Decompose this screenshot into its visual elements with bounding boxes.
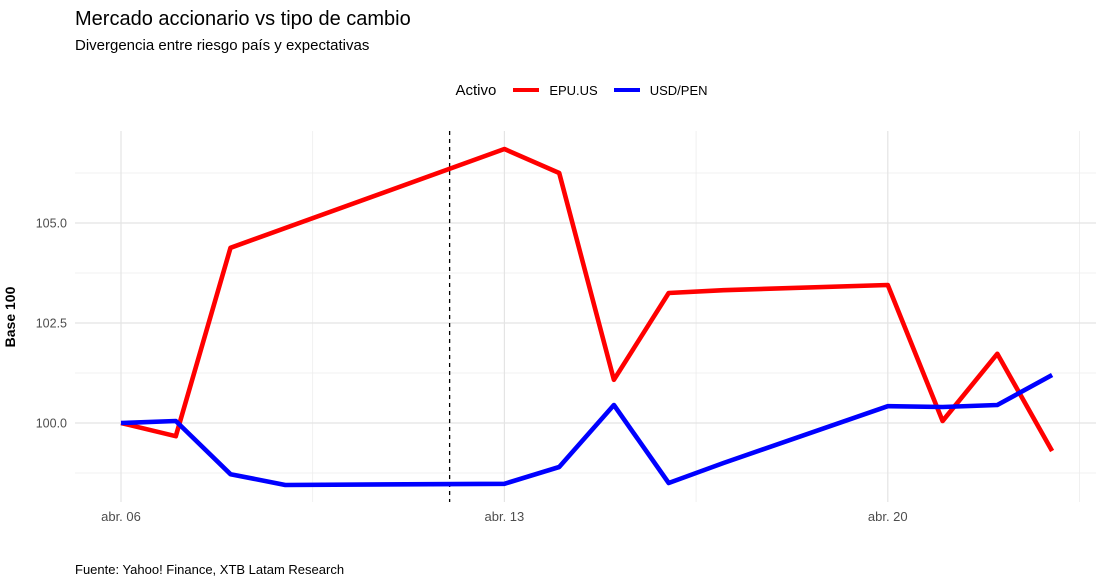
legend-item-epu-us: EPU.US bbox=[513, 82, 598, 98]
legend-item-usd-pen: USD/PEN bbox=[613, 82, 708, 98]
data-series-lines bbox=[120, 146, 1055, 488]
legend-item-label: USD/PEN bbox=[649, 82, 708, 98]
series-line-usd-pen bbox=[120, 372, 1054, 488]
x-axis-tick-labels: abr. 06 abr. 13 abr. 20 bbox=[101, 509, 908, 524]
chart-caption: Fuente: Yahoo! Finance, XTB Latam Resear… bbox=[75, 562, 345, 577]
y-tick-label: 105.0 bbox=[36, 217, 67, 231]
minor-gridlines bbox=[75, 131, 1096, 502]
legend-items: EPU.US USD/PEN bbox=[505, 83, 715, 98]
legend-key-line-icon bbox=[613, 87, 640, 93]
y-tick-label: 102.5 bbox=[36, 317, 67, 331]
y-axis-tick-labels: 100.0 102.5 105.0 bbox=[36, 217, 67, 431]
series-line-epu-us bbox=[120, 146, 1055, 453]
x-tick-label: abr. 13 bbox=[485, 509, 525, 524]
legend: Activo EPU.US USD/PEN bbox=[75, 80, 1096, 100]
major-gridlines bbox=[75, 131, 1096, 502]
x-tick-label: abr. 20 bbox=[868, 509, 908, 524]
y-axis-title: Base 100 bbox=[2, 286, 18, 348]
y-tick-label: 100.0 bbox=[36, 417, 67, 431]
chart-title: Mercado accionario vs tipo de cambio bbox=[75, 8, 411, 30]
legend-title: Activo bbox=[455, 81, 497, 99]
chart-subtitle: Divergencia entre riesgo país y expectat… bbox=[75, 37, 370, 54]
x-tick-label: abr. 06 bbox=[101, 509, 141, 524]
legend-item-label: EPU.US bbox=[549, 82, 598, 98]
legend-key-line-icon bbox=[513, 87, 540, 93]
